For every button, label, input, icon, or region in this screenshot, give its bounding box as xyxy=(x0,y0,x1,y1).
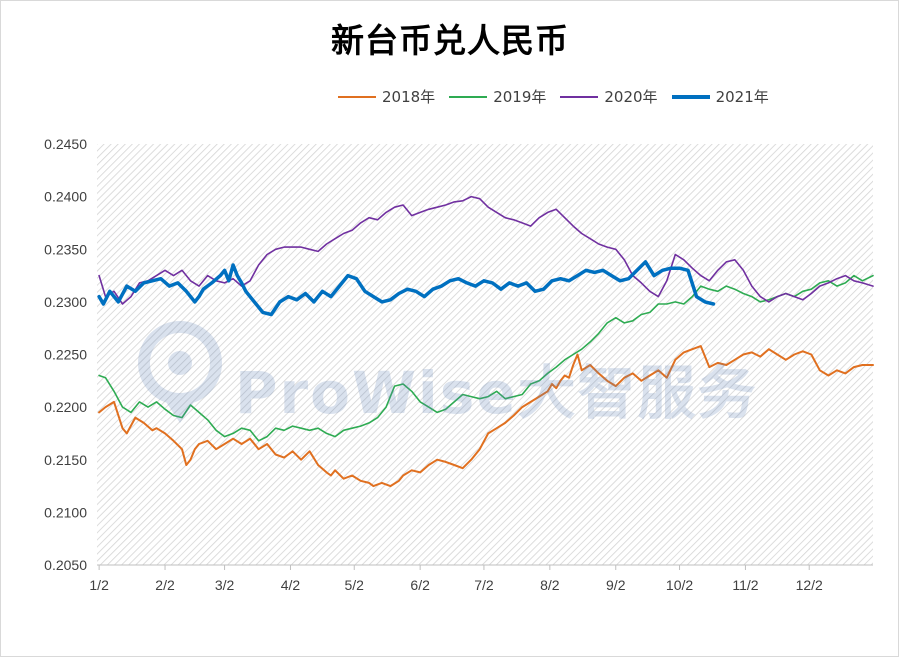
legend-label: 2019年 xyxy=(493,88,547,106)
y-tick-label: 0.2450 xyxy=(44,136,87,152)
legend-swatch xyxy=(560,95,599,98)
x-tick-label: 4/2 xyxy=(281,577,301,593)
y-tick-label: 0.2300 xyxy=(44,294,87,310)
y-tick-label: 0.2100 xyxy=(44,504,87,520)
series-line-2021年 xyxy=(97,260,716,317)
legend-item: 2021年 xyxy=(671,86,769,107)
legend-label: 2018年 xyxy=(382,88,436,106)
x-tick-label: 2/2 xyxy=(155,577,175,593)
y-tick-label: 0.2150 xyxy=(44,452,87,468)
legend-label: 2021年 xyxy=(715,88,769,106)
legend-item: 2020年 xyxy=(560,86,658,107)
legend-label: 2020年 xyxy=(604,88,658,106)
x-tick-label: 10/2 xyxy=(666,577,693,593)
series-layer xyxy=(97,195,874,488)
x-tick-label: 3/2 xyxy=(215,577,235,593)
x-tick-label: 6/2 xyxy=(410,577,430,593)
y-tick-label: 0.2400 xyxy=(44,189,87,205)
legend-swatch xyxy=(671,94,710,99)
x-tick-label: 8/2 xyxy=(540,577,560,593)
y-tick-label: 0.2250 xyxy=(44,347,87,363)
x-tick-label: 5/2 xyxy=(345,577,365,593)
chart-title: 新台币兑人民币 xyxy=(331,21,569,60)
y-tick-label: 0.2200 xyxy=(44,399,87,415)
series-line-2020年 xyxy=(98,195,874,305)
x-tick-label: 1/2 xyxy=(89,577,109,593)
series-line-2019年 xyxy=(98,274,874,442)
x-tick-label: 12/2 xyxy=(796,577,823,593)
y-axis: 0.2050 0.2100 0.2150 0.2200 0.2250 0.2300 0.23… xyxy=(44,136,87,573)
series-line-2018年 xyxy=(98,345,874,488)
y-tick-label: 0.2350 xyxy=(44,241,87,257)
legend-swatch xyxy=(449,95,488,98)
x-tick-label: 11/2 xyxy=(732,577,758,593)
legend-item: 2019年 xyxy=(449,86,546,107)
x-tick-label: 9/2 xyxy=(606,577,626,593)
x-tick-label: 7/2 xyxy=(474,577,494,593)
chart-legend: 2018年 2019年 2020年 2021年 xyxy=(338,86,783,107)
x-axis: 1/2 2/2 3/2 4/2 5/2 6/2 7/2 8/2 9/2 10/2 11/2 12/2 xyxy=(89,564,873,593)
legend-item: 2018年 xyxy=(338,86,435,107)
y-tick-label: 0.2050 xyxy=(44,557,87,573)
legend-swatch xyxy=(338,95,376,98)
